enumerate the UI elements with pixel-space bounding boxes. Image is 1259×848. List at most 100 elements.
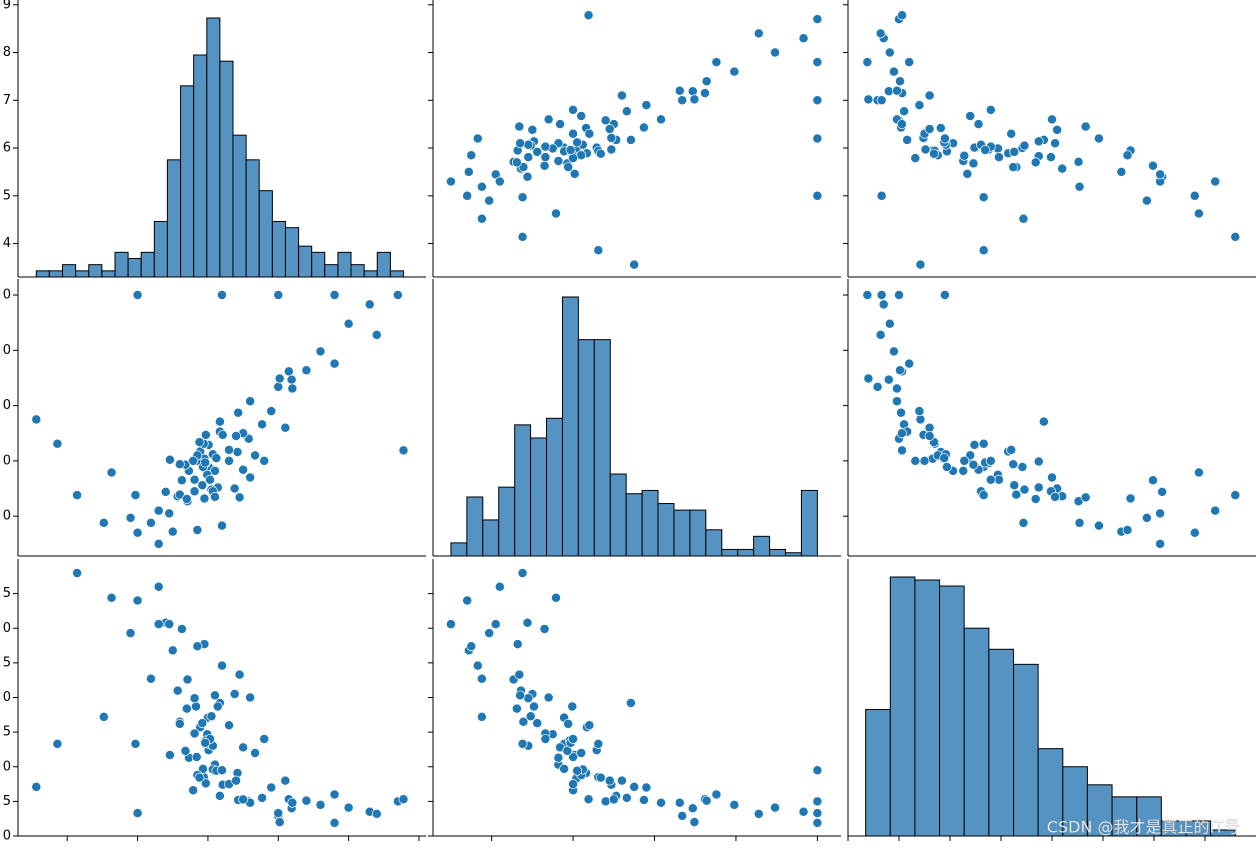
scatter-point	[445, 619, 456, 630]
scatter-point	[1073, 156, 1084, 167]
scatter-point	[572, 765, 583, 776]
scatter-point	[257, 419, 268, 430]
scatter-point	[1193, 208, 1204, 219]
y-tick-label: 0	[3, 829, 11, 844]
scatter-point	[625, 134, 636, 145]
hist-bar	[153, 221, 168, 278]
scatter-point	[555, 119, 565, 130]
scatter-point	[641, 100, 652, 111]
hist-bar	[482, 519, 500, 557]
hist-bar	[546, 417, 563, 557]
scatter-point	[568, 779, 579, 790]
scatter-point	[52, 438, 63, 449]
scatter-point	[959, 150, 970, 161]
hist-bar	[271, 221, 286, 278]
scatter-point	[198, 763, 208, 774]
scatter-point	[343, 318, 354, 329]
scatter-point	[1125, 493, 1136, 504]
scatter-point	[625, 698, 636, 708]
hist-bar	[689, 509, 707, 557]
scatter-point	[701, 795, 712, 806]
scatter-point	[1122, 150, 1133, 161]
scatter-point	[1157, 486, 1168, 497]
scatter-point	[511, 703, 522, 714]
scatter-point	[701, 76, 712, 87]
scatter-point	[656, 114, 666, 125]
hist-bar	[1037, 748, 1064, 837]
scatter-point	[245, 472, 256, 483]
scatter-point	[233, 407, 244, 418]
scatter-point	[902, 134, 913, 145]
hist-bar	[245, 159, 260, 278]
scatter-point	[551, 208, 561, 219]
hist-bar	[35, 270, 50, 278]
hist-bar	[140, 251, 155, 278]
scatter-point	[606, 133, 617, 143]
scatter-point	[106, 467, 117, 478]
hist-bar	[127, 258, 142, 278]
scatter-point	[462, 595, 473, 606]
scatter-point	[132, 290, 143, 300]
scatter-point	[689, 817, 700, 828]
scatter-point	[884, 318, 895, 329]
hist-bar	[466, 496, 484, 557]
y-tick-label: 0	[3, 509, 11, 524]
scatter-point	[217, 429, 228, 440]
scatter-point	[1009, 480, 1020, 491]
scatter-point	[232, 447, 243, 458]
scatter-point	[638, 795, 649, 805]
scatter-point	[687, 803, 698, 814]
scatter-point	[1033, 482, 1044, 493]
scatter-point	[197, 718, 208, 729]
y-tick-label: 0	[3, 690, 11, 705]
scatter-point	[153, 619, 164, 630]
scatter-point	[146, 673, 156, 684]
scatter-point	[234, 492, 245, 503]
scatter-point	[863, 94, 874, 105]
scatter-point	[894, 290, 904, 300]
scatter-point	[568, 752, 579, 763]
scatter-point	[466, 641, 477, 652]
scatter-point	[876, 190, 887, 201]
scatter-point	[98, 517, 109, 528]
scatter-point	[188, 455, 199, 466]
scatter-point	[259, 734, 270, 745]
scatter-point	[872, 381, 883, 392]
scatter-point	[518, 716, 529, 727]
scatter-point	[1141, 195, 1152, 206]
scatter-point	[968, 158, 979, 169]
scatter-point	[753, 808, 764, 819]
scatter-point	[523, 152, 534, 163]
scatter-point	[286, 374, 297, 385]
scatter-point	[812, 95, 823, 106]
scatter-point	[210, 690, 220, 701]
scatter-point	[238, 464, 249, 475]
scatter-point	[490, 619, 501, 630]
scatter-point	[329, 290, 340, 300]
scatter-point	[1006, 128, 1017, 139]
scatter-point	[919, 455, 930, 466]
scatter-point	[551, 592, 561, 603]
hist-bar	[232, 134, 247, 278]
scatter-point	[512, 639, 523, 650]
scatter-point	[164, 508, 175, 519]
hist-bar	[350, 264, 365, 278]
scatter-point	[1057, 163, 1068, 174]
scatter-point	[280, 775, 291, 786]
hist-bar	[114, 251, 129, 278]
scatter-point	[978, 490, 989, 501]
hist-bar	[530, 437, 548, 557]
scatter-point	[888, 346, 899, 357]
scatter-point	[553, 155, 564, 166]
scatter-point	[174, 489, 185, 500]
scatter-point	[287, 797, 298, 808]
scatter-point	[904, 57, 915, 68]
scatter-point	[540, 734, 551, 745]
scatter-point	[329, 358, 340, 369]
scatter-point	[812, 765, 823, 776]
scatter-point	[899, 106, 910, 117]
scatter-point	[484, 195, 495, 206]
hist-bar	[800, 489, 818, 557]
scatter-point	[568, 104, 579, 115]
scatter-point	[958, 465, 969, 476]
